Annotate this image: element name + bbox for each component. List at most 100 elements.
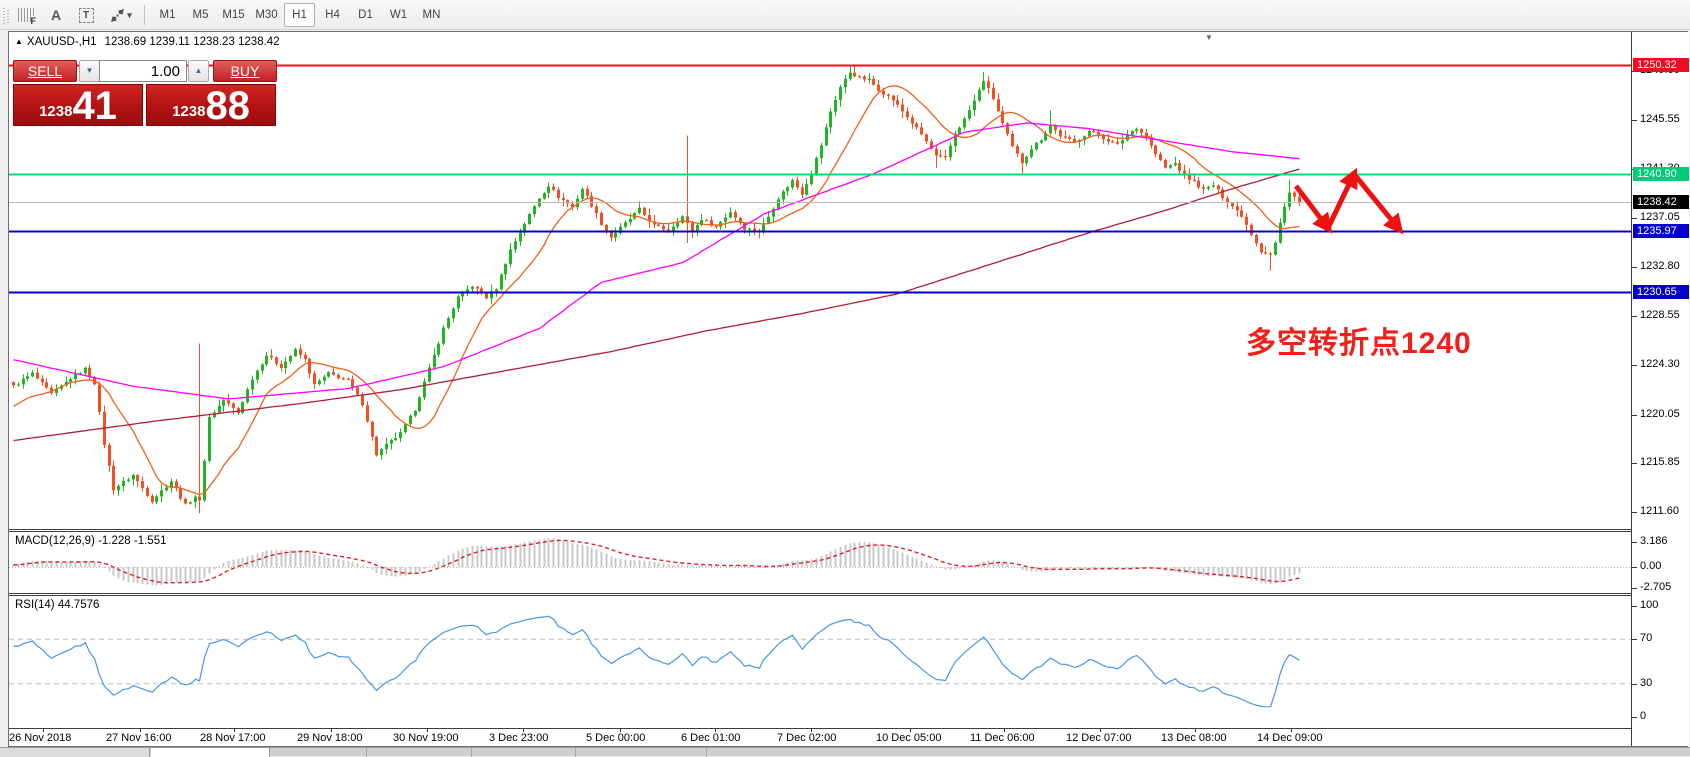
main-chart-canvas[interactable]: [9, 32, 1631, 529]
time-label: 28 Nov 17:00: [200, 732, 266, 744]
timeframe-button-M5[interactable]: M5: [185, 3, 216, 27]
axis-tick-mark: [1632, 218, 1637, 219]
axis-tick-mark: [1632, 267, 1637, 268]
time-label: 11 Dec 06:00: [970, 732, 1035, 744]
time-label: 10 Dec 05:00: [876, 732, 942, 744]
timeframe-button-MN[interactable]: MN: [416, 3, 447, 27]
tab-segment[interactable]: [0, 748, 150, 757]
rsi-label: RSI(14) 44.7576: [15, 599, 100, 611]
timeframe-button-M15[interactable]: M15: [218, 3, 249, 27]
axis-tick-mark: [1632, 415, 1637, 416]
time-tick-mark: [811, 729, 812, 732]
axis-tick-mark: [1632, 567, 1637, 568]
buy-price-box[interactable]: 1238 88: [146, 84, 276, 126]
volume-down-button[interactable]: ▼: [79, 60, 100, 82]
axis-tick-mark: [1632, 639, 1637, 640]
time-tick-mark: [910, 729, 911, 732]
price-axis[interactable]: 1249.801245.551241.301237.051232.801228.…: [1631, 32, 1689, 746]
rsi-pane-splitter[interactable]: [9, 593, 1631, 596]
macd-label: MACD(12,26,9) -1.228 -1.551: [15, 535, 167, 547]
time-label: 5 Dec 00:00: [586, 732, 646, 744]
chart-title: ▲ XAUUSD-,H1 1238.69 1239.11 1238.23 1238.…: [15, 36, 280, 48]
time-label: 26 Nov 2018: [9, 732, 72, 744]
tab-segment-active[interactable]: [151, 748, 270, 757]
axis-tick-label: 1228.55: [1640, 309, 1680, 321]
time-label: 7 Dec 02:00: [777, 732, 837, 744]
crosshair-arrows-icon: [111, 8, 125, 22]
time-tick-mark: [1291, 729, 1292, 732]
moving-averages: [13, 85, 1300, 496]
price-badge-1230.65: 1230.65: [1633, 285, 1689, 299]
ohlc-values: 1238.69 1239.11 1238.23 1238.42: [104, 36, 280, 48]
buy-price-big: 88: [205, 84, 250, 128]
axis-tick-label: 1220.05: [1640, 408, 1680, 420]
buy-price-prefix: 1238: [172, 103, 206, 120]
price-badge-1250.32: 1250.32: [1633, 58, 1689, 72]
chart-shift-marker-icon[interactable]: ▼: [1205, 33, 1213, 42]
one-click-trade-panel: SELL ▼ ▲ BUY 1238 41 1238 88: [13, 60, 277, 126]
sell-button[interactable]: SELL: [13, 60, 77, 82]
time-tick-mark: [427, 729, 428, 732]
axis-tick-label: 1224.30: [1640, 358, 1680, 370]
tab-separator: [575, 748, 576, 757]
macd-signal-line: [13, 539, 1300, 584]
time-label: 30 Nov 19:00: [393, 732, 459, 744]
time-label: 6 Dec 01:00: [681, 732, 741, 744]
axis-tick-label: 0.00: [1640, 560, 1662, 572]
timeframe-button-H4[interactable]: H4: [317, 3, 348, 27]
collapse-arrow-icon[interactable]: ▲: [15, 37, 23, 46]
tab-separator: [471, 748, 472, 757]
axis-tick-label: 70: [1640, 632, 1653, 644]
axis-tick-label: 3.186: [1640, 535, 1668, 547]
volume-input[interactable]: [99, 60, 187, 82]
ma-line-fast: [13, 85, 1300, 496]
profile-grid-icon: F: [18, 8, 36, 26]
annotation-text: 多空转折点1240: [1246, 327, 1472, 360]
axis-tick-mark: [1632, 365, 1637, 366]
axis-tick-label: 1237.05: [1640, 211, 1680, 223]
axis-tick-mark: [1632, 684, 1637, 685]
axis-tick-mark: [1632, 316, 1637, 317]
axis-tick-label: -2.705: [1640, 581, 1672, 593]
timeframe-button-D1[interactable]: D1: [350, 3, 381, 27]
macd-canvas[interactable]: [9, 532, 1631, 593]
volume-up-button[interactable]: ▲: [188, 60, 209, 82]
chart-window: ▲ XAUUSD-,H1 1238.69 1239.11 1238.23 1238.…: [8, 31, 1689, 747]
price-badge-1235.97: 1235.97: [1633, 224, 1689, 238]
rsi-line: [13, 615, 1300, 708]
sell-price-box[interactable]: 1238 41: [13, 84, 143, 126]
text-label-tool-icon[interactable]: T: [74, 4, 98, 26]
time-tick-mark: [620, 729, 621, 732]
timeframe-button-M30[interactable]: M30: [251, 3, 282, 27]
sell-price-prefix: 1238: [39, 103, 73, 120]
chart-tab-strip[interactable]: [0, 747, 1690, 757]
timeframe-button-M1[interactable]: M1: [152, 3, 183, 27]
time-tick-mark: [523, 729, 524, 732]
axis-tick-label: 30: [1640, 677, 1653, 689]
toolbar-separator: [144, 5, 145, 25]
time-label: 13 Dec 08:00: [1161, 732, 1227, 744]
buy-button[interactable]: BUY: [213, 60, 277, 82]
trend-arrows: [1294, 167, 1404, 235]
font-icon[interactable]: A: [50, 7, 62, 23]
rsi-canvas[interactable]: [9, 596, 1631, 728]
axis-tick-mark: [1632, 717, 1637, 718]
candles: [12, 65, 1301, 514]
cursor-mode-icon[interactable]: ▾: [104, 4, 138, 26]
timeframe-button-H1[interactable]: H1: [284, 3, 315, 27]
axis-tick-mark: [1632, 463, 1637, 464]
time-label: 12 Dec 07:00: [1066, 732, 1132, 744]
tab-separator: [706, 748, 707, 757]
time-label: 27 Nov 16:00: [106, 732, 172, 744]
time-label: 3 Dec 23:00: [489, 732, 549, 744]
timeframe-button-W1[interactable]: W1: [383, 3, 414, 27]
macd-pane-splitter[interactable]: [9, 529, 1631, 532]
toolbar-grip[interactable]: [3, 6, 9, 24]
time-axis[interactable]: 26 Nov 2018 27 Nov 16:00 28 Nov 17:00 29 No…: [9, 728, 1631, 746]
ma-line-slow: [13, 168, 1300, 442]
time-tick-mark: [715, 729, 716, 732]
top-toolbar: F A T ▾ M1 M5 M15 M30 H1 H4 D1 W1 MN: [0, 0, 1690, 30]
horizontal-level-lines: [9, 64, 1631, 294]
profile-icon[interactable]: F: [14, 4, 38, 26]
axis-tick-label: 1245.55: [1640, 113, 1680, 125]
